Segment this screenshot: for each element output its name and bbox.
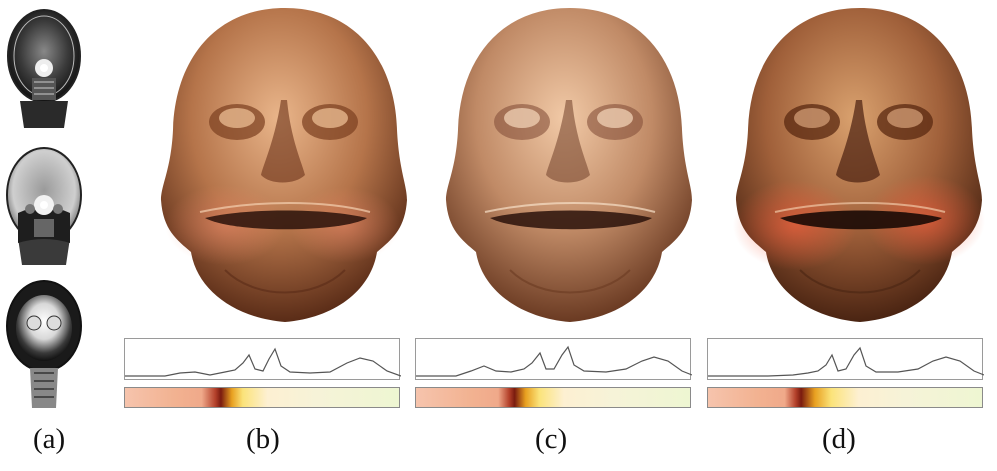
transfer-function-bar-b (124, 387, 400, 408)
transfer-function-bar-d (707, 387, 983, 408)
caption-a: (a) (33, 423, 65, 456)
ct-slice-middle (4, 143, 84, 268)
transfer-function-bar-c (415, 387, 691, 408)
histogram-c (415, 338, 691, 380)
caption-b: (b) (246, 423, 280, 456)
ct-slice-bottom (4, 278, 84, 410)
ct-slice-top (4, 6, 84, 131)
volume-render-head-b (145, 0, 425, 330)
caption-d: (d) (822, 423, 856, 456)
caption-c: (c) (535, 423, 567, 456)
histogram-d (707, 338, 983, 380)
histogram-b (124, 338, 400, 380)
volume-render-head-d (720, 0, 997, 330)
volume-render-head-c (430, 0, 710, 330)
